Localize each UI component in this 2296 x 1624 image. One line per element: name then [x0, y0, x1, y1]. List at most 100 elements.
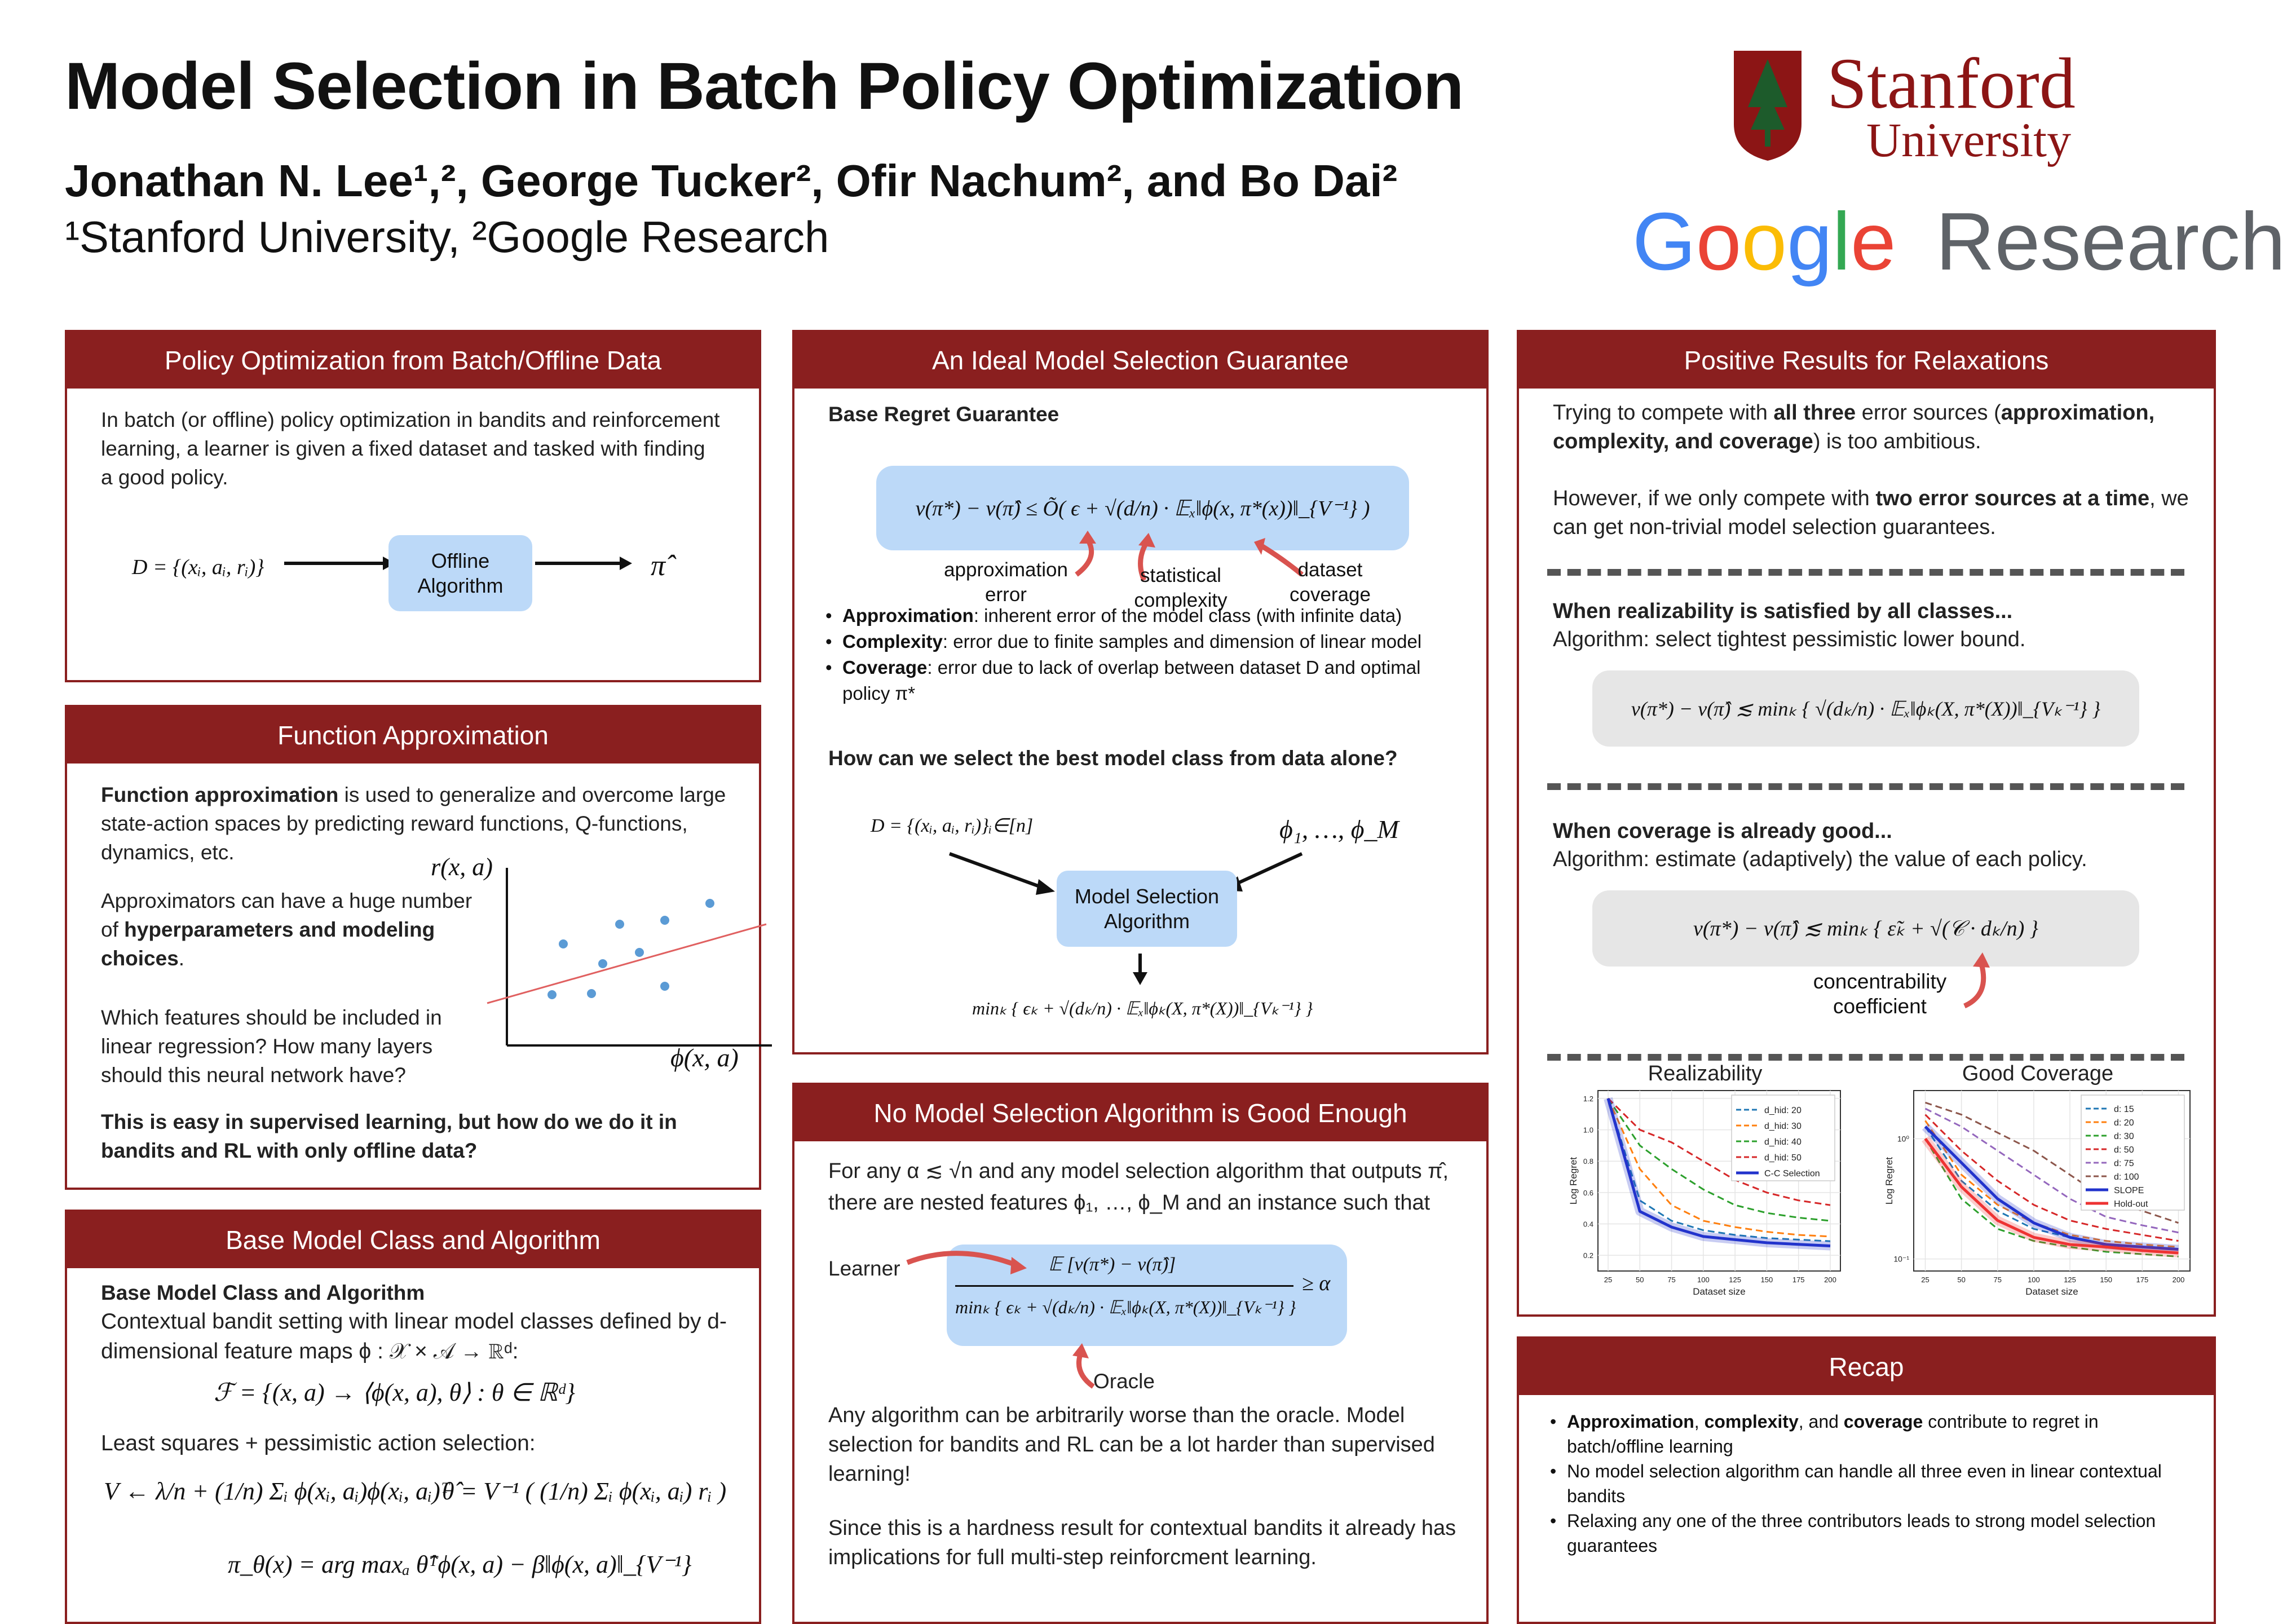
x-tick-label: 125 — [2064, 1276, 2076, 1284]
divider — [1547, 783, 2184, 790]
bm-sub: Base Model Class and Algorithm — [101, 1281, 425, 1304]
chart-coverage: Good Coverage 25 50 75 100 125 150 175 200 10⁰ 10⁻… — [1880, 1062, 2196, 1305]
error-bullet-list: • Approximation: inherent error of the mo… — [825, 603, 1463, 707]
y-tick-label: 0.6 — [1583, 1189, 1593, 1197]
bullet-dot: • — [1550, 1461, 1557, 1481]
error-bullet: • Coverage: error due to lack of overlap … — [825, 655, 1463, 707]
y-tick-label: 0.8 — [1583, 1157, 1593, 1166]
bullet-dot: • — [825, 605, 832, 626]
x-tick-label: 150 — [1761, 1276, 1773, 1284]
panel-heading: Base Model Class and Algorithm — [67, 1212, 759, 1268]
chart-svg: Good Coverage 25 50 75 100 125 150 175 200 10⁰ 10⁻… — [1884, 1062, 2191, 1297]
x-tick-label: 100 — [1697, 1276, 1710, 1284]
learner-label: Learner — [828, 1257, 900, 1280]
google-letter: o — [1741, 196, 1787, 287]
fa-text-3: Which features should be included in lin… — [101, 1006, 442, 1087]
stanford-logo: Stanford University — [1728, 43, 2123, 167]
y-tick-label: 1.0 — [1583, 1126, 1593, 1135]
error-bullet: • Complexity: error due to finite samples… — [825, 629, 1463, 655]
offline-algorithm-label: Offline Algorithm — [417, 549, 504, 597]
recap-text: , and — [1798, 1411, 1844, 1432]
bullet-dot: • — [825, 657, 832, 678]
bm-eq-class: ℱ = {(x, a) → ⟨ϕ(x, a), θ⟩ : θ ∈ ℝᵈ} — [214, 1379, 575, 1406]
pr-t2b: two error sources at a time — [1875, 487, 2150, 510]
fa-xlabel: ϕ(x, a) — [670, 1043, 739, 1072]
pr-s1-bold: When realizability is satisfied by all c… — [1553, 599, 2013, 623]
pr-t1e: ) is too ambitious. — [1813, 430, 1981, 453]
y-axis-label: Log Regret — [1884, 1157, 1895, 1204]
x-tick-label: 100 — [2028, 1276, 2040, 1284]
bm-eq-policy: π_θ(x) = arg maxₐ θ̂ᵀϕ(x, a) − β‖ϕ(x, a)… — [228, 1551, 692, 1578]
coverage-formula: v(π*) − v(π̂) ≲ minₖ { ε̃ₖ + √(𝒞 · dₖ/n)… — [1693, 917, 2038, 941]
x-tick-label: 150 — [2100, 1276, 2112, 1284]
recap-bullet-list: • Approximation, complexity, and coverage… — [1550, 1409, 2193, 1558]
concentrability-arrow — [1963, 952, 1990, 1009]
policy-output: π̂ — [651, 550, 666, 582]
legend-label: d: 20 — [2114, 1118, 2134, 1128]
recap-term: coverage — [1843, 1411, 1923, 1432]
panel-policy-optimization: Policy Optimization from Batch/Offline D… — [65, 330, 761, 682]
coverage-equation: v(π*) − v(π̂) ≲ minₖ { ε̃ₖ + √(𝒞 · dₖ/n)… — [1592, 890, 2139, 967]
fa-t2b: . — [178, 947, 185, 970]
series-line — [1924, 1138, 2179, 1257]
arrow-to-algorithm — [284, 557, 632, 570]
ig-subheading: Base Regret Guarantee — [828, 400, 1059, 429]
series-line — [1607, 1098, 1831, 1222]
recap-term: complexity — [1704, 1411, 1799, 1432]
panel-heading: Positive Results for Relaxations — [1519, 332, 2214, 389]
model-selection-label: Model Selection Algorithm — [1074, 884, 1220, 933]
hardness-rhs: ≥ α — [1302, 1272, 1331, 1295]
y-tick-label: 10⁻¹ — [1893, 1255, 1909, 1264]
pr-t2a: However, if we only compete with — [1553, 487, 1876, 510]
pr-s2-heading: When coverage is already good... — [1553, 817, 1892, 846]
stanford-university: University — [1866, 113, 2072, 167]
ig-question: How can we select the best model class f… — [828, 744, 1460, 773]
x-tick-label: 175 — [2136, 1276, 2148, 1284]
recap-bullet: • No model selection algorithm can handle… — [1550, 1459, 2193, 1508]
label-approximation-error: approximation error — [944, 559, 1068, 606]
learner-oracle-arrows — [906, 1251, 1095, 1389]
x-tick-label: 200 — [2173, 1276, 2185, 1284]
label-statistical-complexity: statistical complexity — [1134, 564, 1228, 611]
x-tick-label: 125 — [1729, 1276, 1741, 1284]
panel-hardness: No Model Selection Algorithm is Good Eno… — [792, 1083, 1489, 1624]
panel-text: In batch (or offline) policy optimizatio… — [101, 408, 720, 489]
fa-bold: Function approximation — [101, 783, 339, 806]
fa-t2a: Approximators can have a huge number of — [101, 889, 473, 941]
bullet-dot: • — [825, 631, 832, 652]
recap-text: No model selection algorithm can handle … — [1567, 1461, 2162, 1506]
bullet-term: Approximation — [842, 605, 974, 626]
stanford-tree-icon — [1734, 51, 1802, 161]
legend-label: SLOPE — [2114, 1186, 2144, 1195]
pr-s2-bold: When coverage is already good... — [1553, 819, 1892, 843]
hard-text-1: For any α ≲ √n and any model selection a… — [828, 1159, 1449, 1215]
bullet-text: : error due to finite samples and dimens… — [942, 631, 1422, 652]
legend-label: d_hid: 30 — [1764, 1122, 1802, 1131]
legend-label: d: 50 — [2114, 1145, 2134, 1155]
recap-bullet: • Approximation, complexity, and coverage… — [1550, 1409, 2193, 1459]
panel-recap: Recap • Approximation, complexity, and co… — [1517, 1336, 2216, 1624]
y-tick-label: 10⁰ — [1897, 1134, 1910, 1143]
series-line — [1924, 1126, 2179, 1251]
ig-sub: Base Regret Guarantee — [828, 403, 1059, 426]
concentrability-label: concentrability coefficient — [1813, 970, 1947, 1018]
legend-label: d_hid: 20 — [1764, 1106, 1802, 1115]
model-selection-box: Model Selection Algorithm — [1057, 871, 1237, 947]
google-research-logo: Google Research — [1632, 195, 2286, 287]
divider — [1547, 1054, 2184, 1061]
recap-text: contribute to regret in batch/offline le… — [1567, 1411, 2099, 1457]
pr-t1d: approximation, complexity, and coverage — [1553, 401, 2155, 453]
series-line — [1607, 1098, 1831, 1242]
series-line — [1607, 1098, 1831, 1238]
bm-subheading: Base Model Class and Algorithm — [101, 1278, 425, 1307]
oracle-label: Oracle — [1093, 1370, 1155, 1393]
pr-s2-text: Algorithm: estimate (adaptively) the val… — [1553, 848, 2087, 871]
x-tick-label: 175 — [1792, 1276, 1805, 1284]
panel-positive-results: Positive Results for Relaxations Trying … — [1517, 330, 2216, 1317]
error-bullet: • Approximation: inherent error of the mo… — [825, 603, 1463, 629]
panel-heading: An Ideal Model Selection Guarantee — [794, 332, 1486, 389]
legend-label: d: 15 — [2114, 1105, 2134, 1114]
x-tick-label: 75 — [1994, 1276, 2002, 1284]
pr-t1a: Trying to compete with — [1553, 401, 1774, 425]
bullet-text: : inherent error of the model class (wit… — [973, 605, 1402, 626]
